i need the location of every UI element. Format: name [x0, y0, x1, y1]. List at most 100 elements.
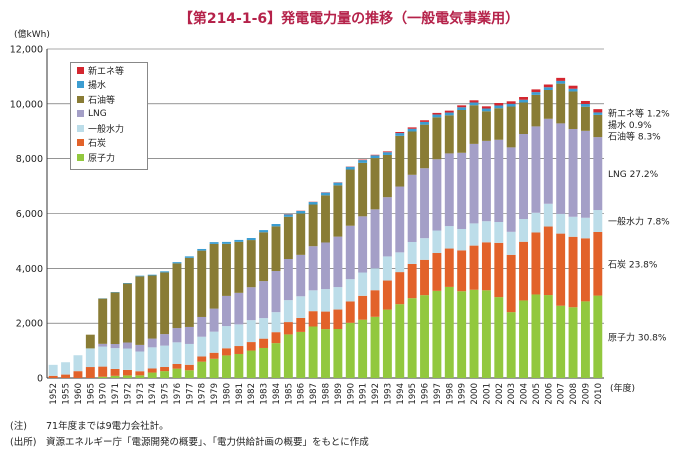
note-row: (注) 71年度までは9電力会社計。 [10, 419, 369, 435]
bar-segment-原子力 [246, 350, 256, 378]
bar-segment-LNG [580, 130, 590, 218]
bar-segment-一般水力 [358, 272, 368, 296]
bar-segment-一般水力 [382, 256, 392, 281]
bar-segment-石炭 [382, 280, 392, 310]
bar-segment-一般水力 [395, 252, 405, 273]
bar-segment-石油等 [98, 298, 108, 344]
bar-segment-揚水 [259, 230, 269, 233]
bar-segment-石炭 [172, 363, 182, 369]
share-label: 原子力 30.8% [608, 331, 667, 343]
bar-segment-一般水力 [172, 342, 182, 364]
x-tick-label: 1952 [49, 383, 59, 405]
x-tick-label: 2008 [569, 383, 579, 405]
bar-segment-石炭 [197, 356, 207, 362]
bar-segment-原子力 [172, 368, 182, 378]
bar-segment-石油等 [234, 241, 244, 293]
bar-segment-石炭 [432, 253, 442, 291]
bar-segment-揚水 [122, 283, 132, 284]
x-tick-label: 2007 [557, 383, 567, 405]
share-label: 一般水力 7.8% [608, 216, 670, 228]
bar-segment-揚水 [593, 112, 603, 115]
bar-segment-揚水 [358, 160, 368, 163]
bar-segment-石炭 [234, 346, 244, 354]
bar-segment-LNG [321, 242, 330, 290]
bar-segment-石炭 [556, 233, 566, 306]
bar-segment-石炭 [98, 366, 108, 377]
x-tick-label: 1996 [421, 383, 431, 405]
bar-segment-石油等 [135, 276, 145, 345]
bar-segment-LNG [345, 225, 355, 280]
bar-segment-揚水 [531, 92, 541, 95]
bar-segment-原子力 [209, 358, 219, 378]
legend-label: LNG [88, 108, 107, 119]
bar-segment-新エネ等 [358, 159, 368, 161]
x-tick-label: 1999 [458, 383, 468, 405]
bar-segment-一般水力 [110, 348, 120, 369]
source-key: (出所) [10, 437, 37, 448]
x-tick-label: 2009 [581, 383, 591, 405]
bar-segment-揚水 [519, 99, 529, 103]
bar-segment-石油等 [271, 226, 281, 272]
bar-segment-石炭 [481, 242, 491, 291]
legend-swatch [77, 139, 84, 147]
bar-segment-新エネ等 [593, 109, 603, 113]
bar-segment-揚水 [395, 133, 405, 136]
bar-segment-石油等 [556, 83, 566, 124]
bar-segment-石油等 [246, 240, 256, 288]
share-label: 揚水 0.9% [608, 119, 652, 131]
bar-segment-LNG [543, 118, 553, 204]
y-tick-label: 0 [37, 374, 43, 385]
bar-segment-石炭 [457, 250, 467, 292]
bar-segment-LNG [333, 236, 343, 288]
x-tick-label: 2010 [594, 383, 604, 405]
legend-swatch [77, 81, 84, 89]
bar-segment-石炭 [333, 309, 343, 330]
bar-segment-原子力 [593, 295, 603, 378]
bar-segment-LNG [209, 308, 219, 332]
bar-segment-LNG [382, 197, 392, 257]
bar-segment-石油等 [469, 105, 479, 144]
bar-segment-LNG [197, 316, 207, 337]
y-tick-label: 10,000 [10, 99, 43, 110]
y-tick-label: 4,000 [16, 264, 43, 275]
bar-segment-石炭 [110, 368, 120, 376]
bar-segment-LNG [457, 152, 467, 229]
x-tick-label: 1992 [371, 383, 381, 405]
bar-segment-石炭 [122, 369, 132, 376]
bar-segment-揚水 [345, 166, 355, 170]
bar-segment-一般水力 [160, 345, 170, 368]
bar-segment-石油等 [543, 89, 553, 119]
bar-segment-新エネ等 [580, 100, 590, 104]
bar-segment-石炭 [259, 338, 269, 348]
legend-label: 石炭 [88, 139, 107, 150]
bar-segment-石油等 [432, 117, 442, 160]
bar-segment-石炭 [283, 322, 293, 335]
x-tick-label: 1993 [383, 383, 393, 405]
bar-segment-一般水力 [85, 348, 95, 368]
bar-segment-原子力 [345, 322, 355, 378]
x-tick-label: 1977 [185, 383, 195, 405]
source-row: (出所) 資源エネルギー庁「電源開発の概要」、「電力供給計画の概要」をもとに作成 [10, 435, 369, 451]
y-unit-label: (億kWh) [14, 28, 50, 40]
bar-segment-原子力 [296, 331, 306, 378]
bar-segment-石炭 [296, 317, 306, 332]
bar-segment-LNG [531, 126, 541, 213]
bar-segment-揚水 [382, 152, 392, 155]
x-tick-label: 1955 [62, 383, 72, 405]
bar-segment-石油等 [283, 216, 293, 260]
bar-segment-揚水 [222, 241, 231, 244]
bar-segment-LNG [506, 147, 516, 232]
bar-segment-原子力 [370, 316, 380, 378]
bar-segment-新エネ等 [531, 89, 541, 93]
bar-segment-一般水力 [432, 230, 442, 254]
bar-segment-一般水力 [61, 362, 71, 375]
bar-segment-原子力 [469, 289, 479, 378]
bar-segment-新エネ等 [556, 77, 566, 81]
bar-segment-原子力 [432, 290, 442, 378]
bar-segment-原子力 [234, 353, 244, 378]
legend-label: 石油等 [88, 95, 116, 106]
legend-swatch [77, 95, 84, 103]
x-tick-label: 1975 [161, 383, 171, 405]
y-tick-label: 6,000 [16, 209, 43, 220]
